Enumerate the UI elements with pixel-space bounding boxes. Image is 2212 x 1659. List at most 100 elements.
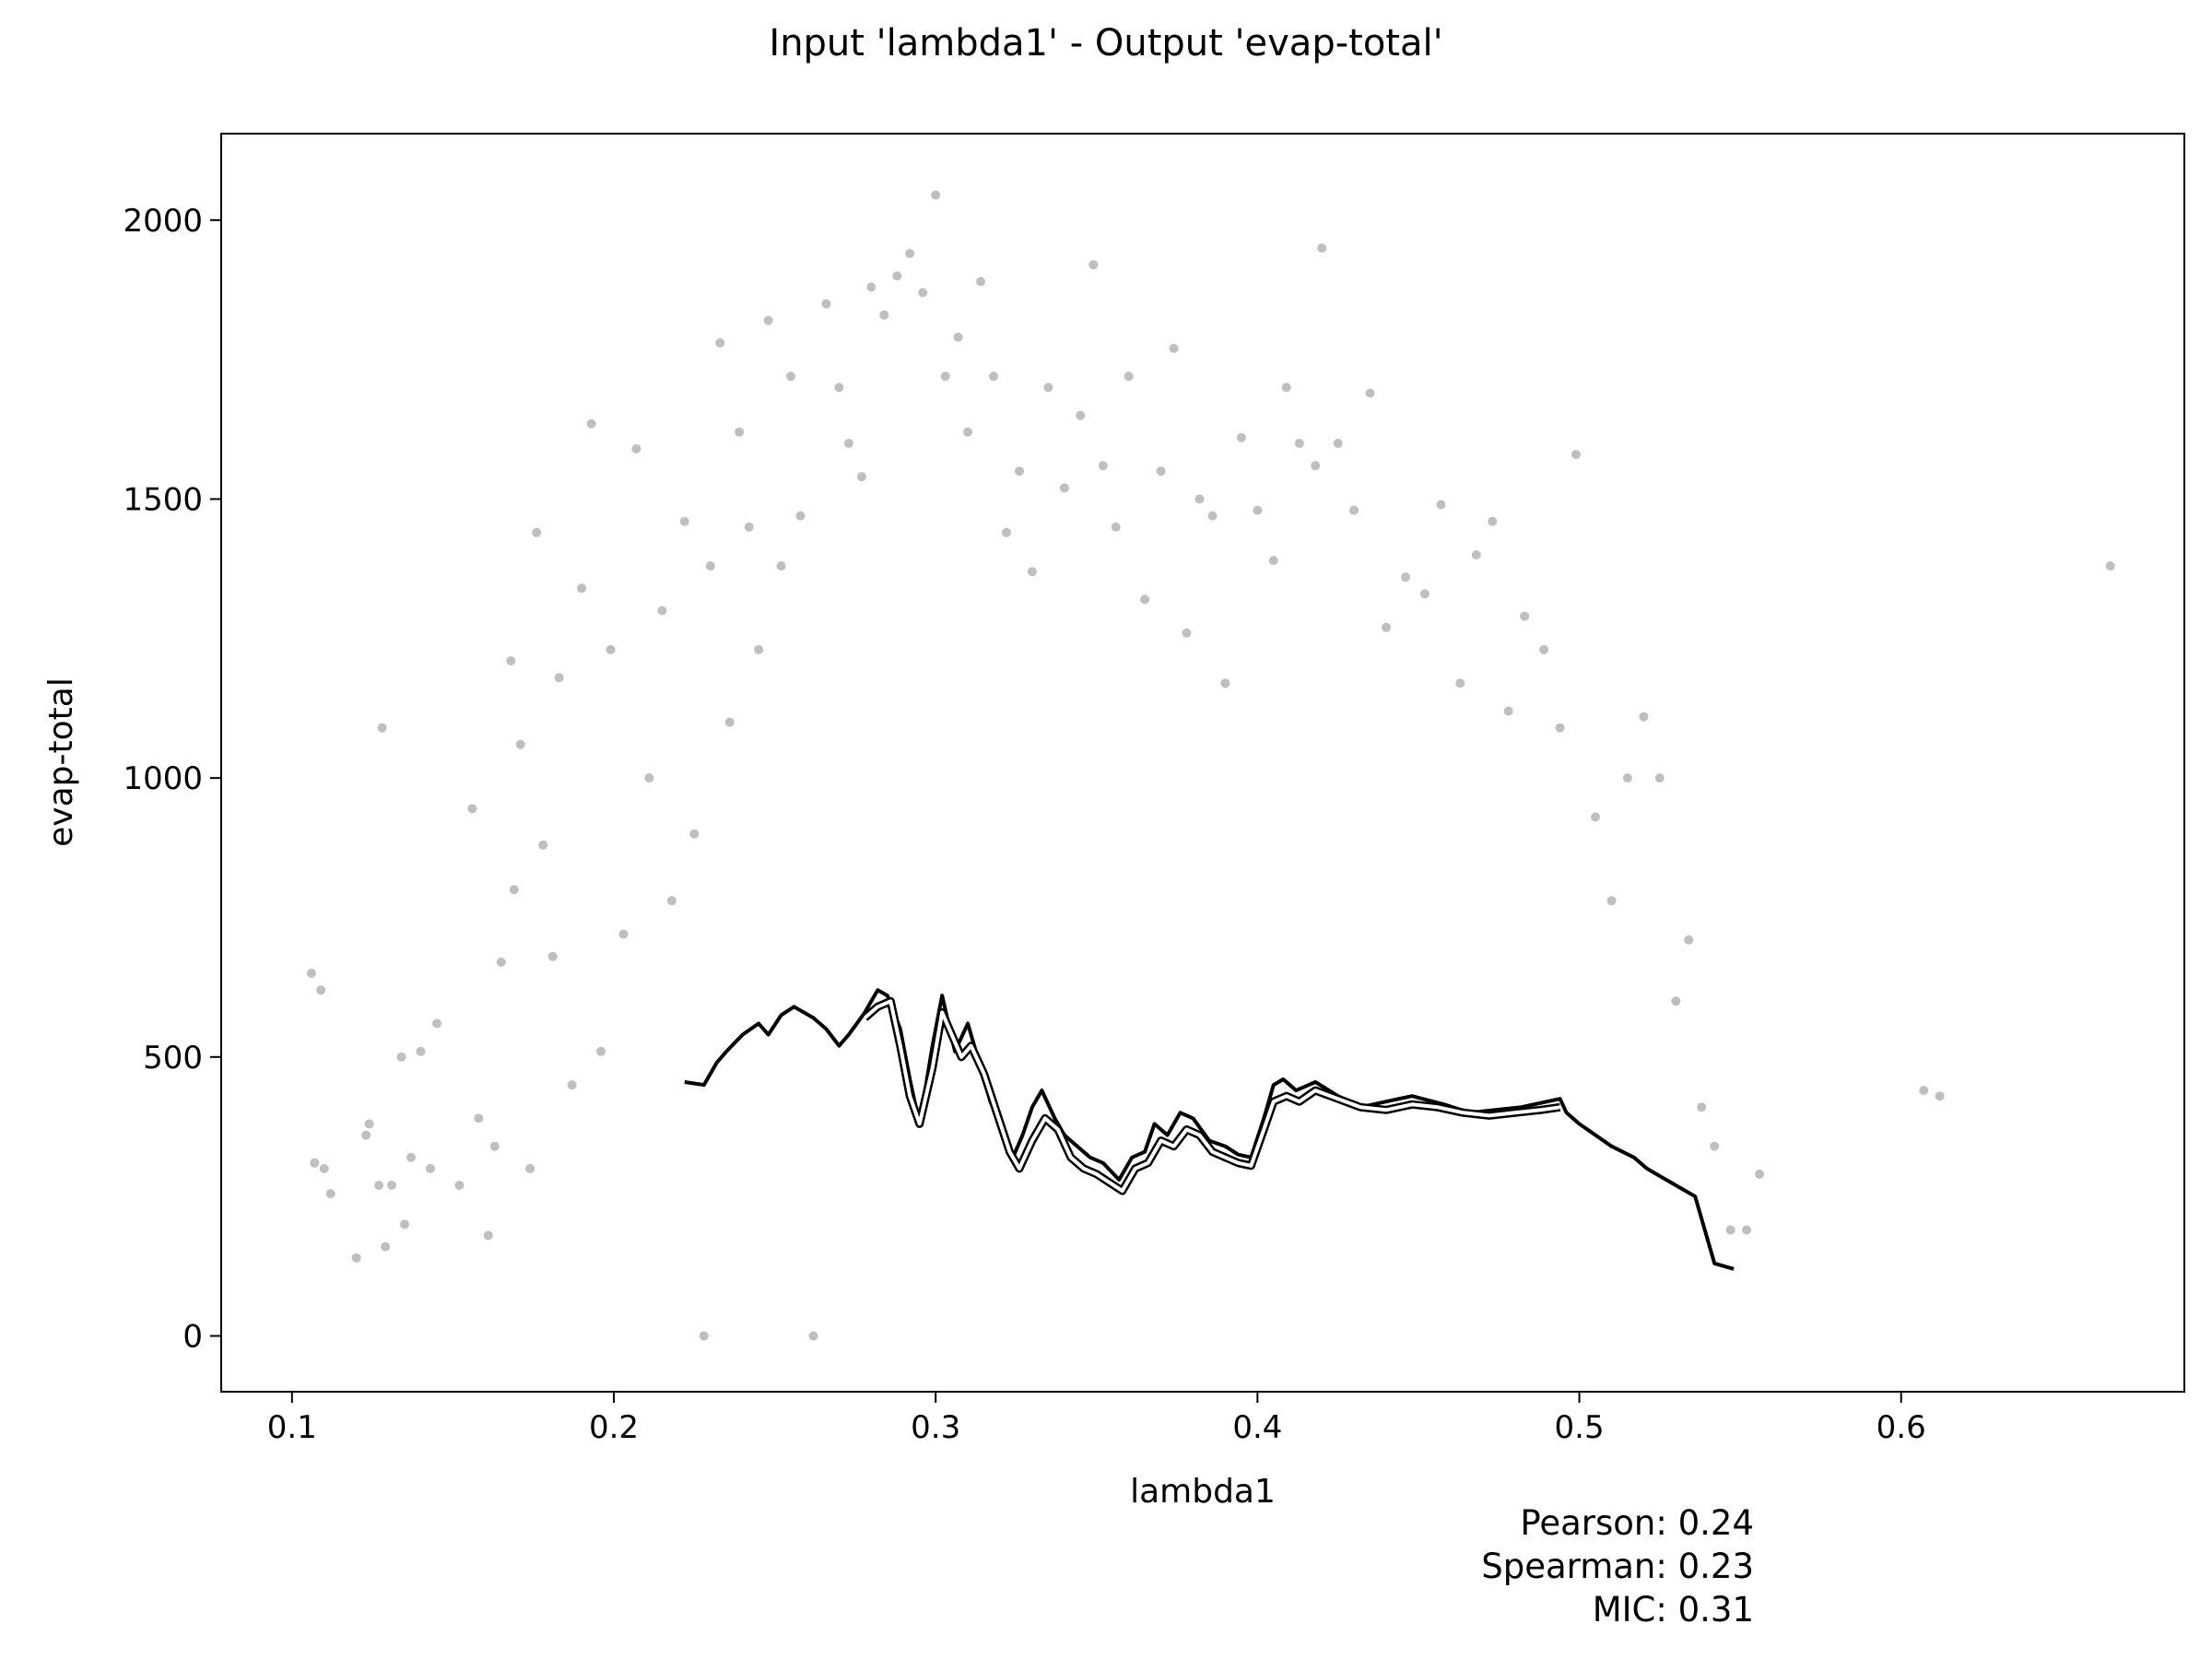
- data-point: [432, 1018, 441, 1029]
- data-point: [1606, 896, 1617, 906]
- data-point: [316, 985, 326, 995]
- data-point: [538, 840, 548, 850]
- data-point: [532, 527, 542, 537]
- data-point: [989, 371, 998, 382]
- data-point: [724, 717, 735, 727]
- data-point: [1919, 1086, 1929, 1096]
- data-point: [1043, 382, 1053, 393]
- data-point: [976, 276, 986, 287]
- data-point: [489, 1141, 500, 1151]
- data-point: [400, 1219, 409, 1230]
- data-point: [1671, 996, 1681, 1006]
- data-point: [381, 1241, 391, 1252]
- data-point: [918, 288, 928, 298]
- x-tick-label: 0.1: [267, 1409, 317, 1446]
- data-point: [1455, 678, 1465, 688]
- data-point: [1207, 511, 1218, 521]
- data-point: [1697, 1102, 1707, 1112]
- data-point: [631, 444, 641, 453]
- data-point: [515, 739, 525, 749]
- data-point: [1140, 594, 1150, 605]
- data-point: [1317, 243, 1327, 253]
- data-point: [416, 1046, 426, 1056]
- data-point: [1253, 505, 1263, 515]
- data-point: [1382, 622, 1391, 632]
- data-point: [1294, 439, 1304, 448]
- data-point: [953, 332, 963, 342]
- mic-annotation: MIC: 0.31: [1593, 1590, 1754, 1630]
- data-point: [1539, 644, 1549, 654]
- data-point: [377, 723, 387, 733]
- data-point: [1520, 611, 1530, 621]
- data-point: [705, 561, 715, 571]
- data-point: [567, 1080, 577, 1090]
- x-tick-label: 0.2: [589, 1409, 639, 1446]
- data-point: [1639, 712, 1649, 722]
- data-point: [1349, 505, 1359, 515]
- data-point: [374, 1181, 384, 1190]
- data-point: [735, 427, 745, 437]
- data-point: [1015, 466, 1024, 477]
- pearson-annotation: Pearson: 0.24: [1520, 1503, 1754, 1543]
- data-point: [2105, 561, 2115, 571]
- data-point: [795, 511, 806, 521]
- x-tick-label: 0.6: [1877, 1409, 1926, 1446]
- data-point: [1742, 1225, 1752, 1235]
- data-point: [426, 1163, 435, 1173]
- data-point: [525, 1163, 535, 1173]
- data-point: [843, 439, 853, 448]
- data-point: [866, 282, 877, 292]
- data-point: [892, 271, 902, 281]
- data-point: [931, 190, 941, 200]
- spearman-annotation: Spearman: 0.23: [1481, 1547, 1754, 1586]
- data-point: [319, 1163, 329, 1173]
- y-tick-label: 1000: [123, 760, 203, 797]
- data-point: [596, 1046, 606, 1056]
- data-point: [306, 969, 316, 978]
- data-point: [715, 338, 725, 347]
- data-point: [1076, 410, 1086, 420]
- data-point: [496, 957, 506, 967]
- data-point: [1333, 439, 1343, 448]
- y-axis-ticks: 0 500 1000 1500 2000: [123, 203, 221, 1355]
- data-point: [1169, 344, 1179, 353]
- data-point: [396, 1052, 406, 1062]
- data-point: [699, 1331, 709, 1341]
- data-point: [1654, 773, 1665, 783]
- data-point: [1268, 556, 1278, 566]
- data-point: [940, 371, 950, 382]
- data-point: [606, 644, 616, 654]
- data-point: [364, 1119, 374, 1129]
- data-point: [467, 804, 477, 814]
- scatter-points: [306, 190, 2115, 1341]
- data-point: [1571, 450, 1581, 460]
- data-point: [547, 951, 558, 961]
- data-point: [577, 583, 587, 594]
- data-point: [1088, 260, 1099, 270]
- data-point: [1002, 527, 1011, 537]
- data-point: [483, 1230, 493, 1241]
- data-point: [1591, 812, 1600, 822]
- y-tick-label: 1500: [123, 481, 203, 518]
- data-point: [644, 773, 654, 783]
- data-point: [1710, 1141, 1720, 1151]
- x-axis-label: lambda1: [1130, 1473, 1276, 1511]
- data-point: [1503, 706, 1513, 716]
- data-point: [1419, 589, 1430, 599]
- data-point: [1622, 773, 1632, 783]
- y-tick-label: 500: [143, 1040, 203, 1077]
- chart-title: Input 'lambda1' - Output 'evap-total': [769, 22, 1442, 65]
- data-point: [1311, 461, 1321, 471]
- data-point: [1684, 935, 1694, 945]
- data-point: [1365, 388, 1375, 398]
- y-axis-label: evap-total: [42, 677, 80, 847]
- trend-curve-1: [684, 988, 1735, 1271]
- data-point: [666, 896, 677, 906]
- data-point: [834, 382, 844, 393]
- data-point: [1488, 516, 1498, 526]
- data-point: [821, 299, 831, 309]
- data-point: [509, 885, 519, 895]
- data-point: [506, 656, 516, 665]
